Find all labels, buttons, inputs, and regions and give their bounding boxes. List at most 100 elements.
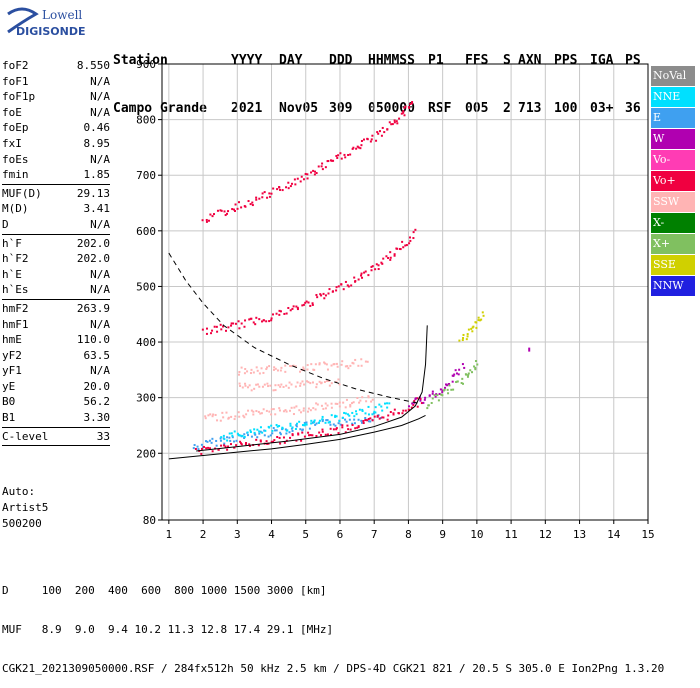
param-row: yF1 N/A (2, 363, 110, 379)
echo-point (388, 402, 391, 405)
echo-point (352, 401, 355, 404)
param-value: 1.85 (83, 168, 111, 182)
echo-point (220, 436, 223, 439)
echo-point (348, 414, 351, 417)
echo-point (367, 420, 370, 423)
echo-point (452, 388, 455, 391)
echo-point (225, 411, 228, 414)
echo-point (330, 402, 333, 405)
echo-point (458, 368, 461, 371)
echo-point (223, 210, 226, 213)
echo-point (377, 268, 380, 271)
echo-point (258, 430, 261, 433)
echo-point (291, 307, 294, 310)
echo-point (301, 380, 304, 383)
echo-point (308, 434, 311, 437)
profile-curve-solid (168, 415, 426, 460)
echo-point (309, 434, 312, 437)
x-tick-label: 14 (607, 528, 621, 541)
echo-point (233, 418, 236, 421)
echo-point (301, 431, 304, 434)
echo-point (271, 313, 274, 316)
plot-frame (161, 63, 649, 521)
echo-point (346, 284, 349, 287)
param-row: h`Es N/A (2, 282, 110, 298)
y-tick-label: 800 (136, 114, 156, 127)
echo-point (282, 385, 285, 388)
echo-point (209, 213, 212, 216)
echo-point (272, 408, 275, 411)
trace-vo- (201, 228, 417, 335)
echo-point (309, 382, 312, 385)
param-value: 263.9 (76, 301, 110, 315)
echo-point (271, 432, 274, 435)
echo-point (301, 428, 304, 431)
echo-point (465, 373, 468, 376)
echo-point (480, 318, 483, 321)
echo-point (215, 439, 218, 442)
echo-point (461, 363, 464, 366)
echo-point (371, 134, 374, 137)
trace-nne (220, 402, 391, 442)
echo-point (353, 422, 356, 425)
echo-point (279, 385, 282, 388)
echo-point (250, 317, 253, 320)
echo-point (401, 412, 404, 415)
param-name: foEp (2, 121, 29, 135)
legend-item: W (651, 129, 695, 149)
echo-point (216, 330, 219, 333)
echo-point (311, 302, 314, 305)
echo-point (349, 405, 352, 408)
echo-point (310, 419, 313, 422)
echo-point (254, 323, 257, 326)
param-row: M(D) 3.41 (2, 201, 110, 217)
echo-point (284, 428, 287, 431)
echo-point (381, 262, 384, 265)
echo-point (321, 168, 324, 171)
echo-point (205, 218, 208, 221)
echo-point (393, 253, 396, 256)
trace-x- (426, 360, 479, 410)
echo-point (386, 418, 389, 421)
echo-point (244, 205, 247, 208)
echo-point (206, 440, 209, 443)
echo-point (357, 418, 360, 421)
echo-point (467, 328, 470, 331)
echo-point (344, 365, 347, 368)
echo-point (409, 239, 412, 242)
echo-point (358, 401, 361, 404)
echo-point (252, 410, 255, 413)
echo-point (317, 421, 320, 424)
echo-point (295, 405, 298, 408)
echo-point (245, 413, 248, 416)
echo-point (387, 414, 390, 417)
echo-point (288, 431, 291, 434)
echo-point (466, 333, 469, 336)
echo-point (231, 208, 234, 211)
echo-point (448, 384, 451, 387)
echo-point (330, 406, 333, 409)
echo-point (315, 386, 318, 389)
echo-point (255, 410, 258, 413)
echo-point (402, 111, 405, 114)
echo-point (343, 153, 346, 156)
echo-point (228, 436, 231, 439)
echo-point (244, 319, 247, 322)
echo-point (422, 401, 425, 404)
echo-point (290, 365, 293, 368)
legend-item: NNW (651, 276, 695, 296)
echo-point (400, 112, 403, 115)
echo-point (367, 417, 370, 420)
echo-point (336, 365, 339, 368)
y-tick-label: 900 (136, 58, 156, 71)
param-value: 29.13 (76, 186, 110, 200)
echo-point (276, 425, 279, 428)
echo-point (472, 325, 475, 328)
echo-point (341, 416, 344, 419)
echo-point (354, 358, 357, 361)
echo-point (328, 288, 331, 291)
echo-point (286, 429, 289, 432)
echo-point (268, 426, 271, 429)
echo-point (477, 316, 480, 319)
echo-point (423, 398, 426, 401)
